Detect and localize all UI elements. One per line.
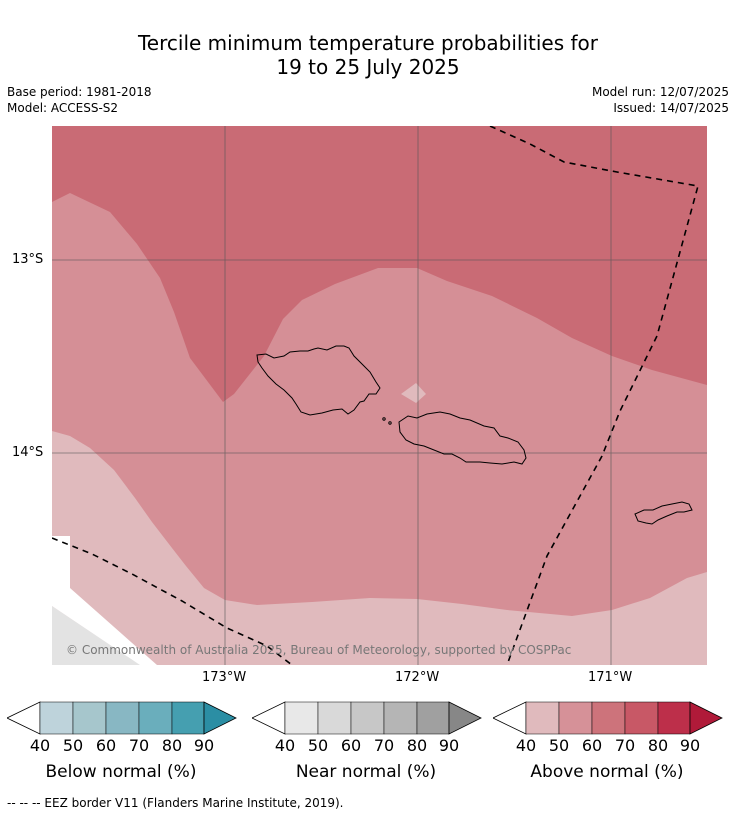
cbar1-tick-50: 50 xyxy=(62,736,84,755)
cbar1-tick-70: 70 xyxy=(128,736,150,755)
colorbar-below-label: Below normal (%) xyxy=(45,762,197,782)
colorbar-near-normal xyxy=(252,701,482,735)
lon-tick-172w: 172°W xyxy=(395,670,440,685)
cbar3-tick-50: 50 xyxy=(548,736,570,755)
white-gap xyxy=(52,536,157,665)
colorbar-below-normal xyxy=(7,701,237,735)
issued-date: Issued: 14/07/2025 xyxy=(613,101,729,115)
cbar1-tick-60: 60 xyxy=(95,736,117,755)
lat-tick-14s: 14°S xyxy=(12,445,44,460)
island-tutuila xyxy=(634,501,693,525)
colorbar-near-label: Near normal (%) xyxy=(295,762,437,782)
cbar1-tick-40: 40 xyxy=(29,736,51,755)
light-patch xyxy=(401,383,426,403)
colorbar-above-normal xyxy=(493,701,723,735)
model-name: Model: ACCESS-S2 xyxy=(7,101,119,115)
near-normal-40-50-region xyxy=(52,606,142,665)
map-copyright: © Commonwealth of Australia 2025, Bureau… xyxy=(66,643,571,657)
cbar3-tick-80: 80 xyxy=(647,736,669,755)
cbar2-tick-60: 60 xyxy=(340,736,362,755)
lon-tick-173w: 173°W xyxy=(202,670,247,685)
eez-footnote: -- -- -- EEZ border V11 (Flanders Marine… xyxy=(7,796,344,810)
above-normal-50-60-region xyxy=(52,193,707,665)
title-line-2: 19 to 25 July 2025 xyxy=(276,55,460,79)
cbar2-tick-70: 70 xyxy=(373,736,395,755)
cbar3-tick-70: 70 xyxy=(614,736,636,755)
lat-tick-13s: 13°S xyxy=(12,252,44,267)
above-normal-40-50-region xyxy=(52,431,707,665)
cbar3-tick-90: 90 xyxy=(679,736,701,755)
island-savaii xyxy=(256,345,381,416)
model-run: Model run: 12/07/2025 xyxy=(591,85,729,99)
island-upolu xyxy=(398,411,527,465)
cbar2-tick-80: 80 xyxy=(406,736,428,755)
lon-tick-171w: 171°W xyxy=(588,670,633,685)
cbar2-tick-40: 40 xyxy=(274,736,296,755)
eez-border xyxy=(52,126,700,665)
colorbar-above-label: Above normal (%) xyxy=(530,762,684,782)
island-coastlines xyxy=(256,345,693,525)
title-line-1: Tercile minimum temperature probabilitie… xyxy=(137,31,599,55)
cbar1-tick-90: 90 xyxy=(193,736,215,755)
cbar3-tick-40: 40 xyxy=(515,736,537,755)
cbar3-tick-60: 60 xyxy=(581,736,603,755)
cbar2-tick-90: 90 xyxy=(438,736,460,755)
probability-map: © Commonwealth of Australia 2025, Bureau… xyxy=(52,126,707,665)
graticule xyxy=(52,126,707,665)
cbar1-tick-80: 80 xyxy=(161,736,183,755)
base-period: Base period: 1981-2018 xyxy=(7,85,152,99)
cbar2-tick-50: 50 xyxy=(307,736,329,755)
